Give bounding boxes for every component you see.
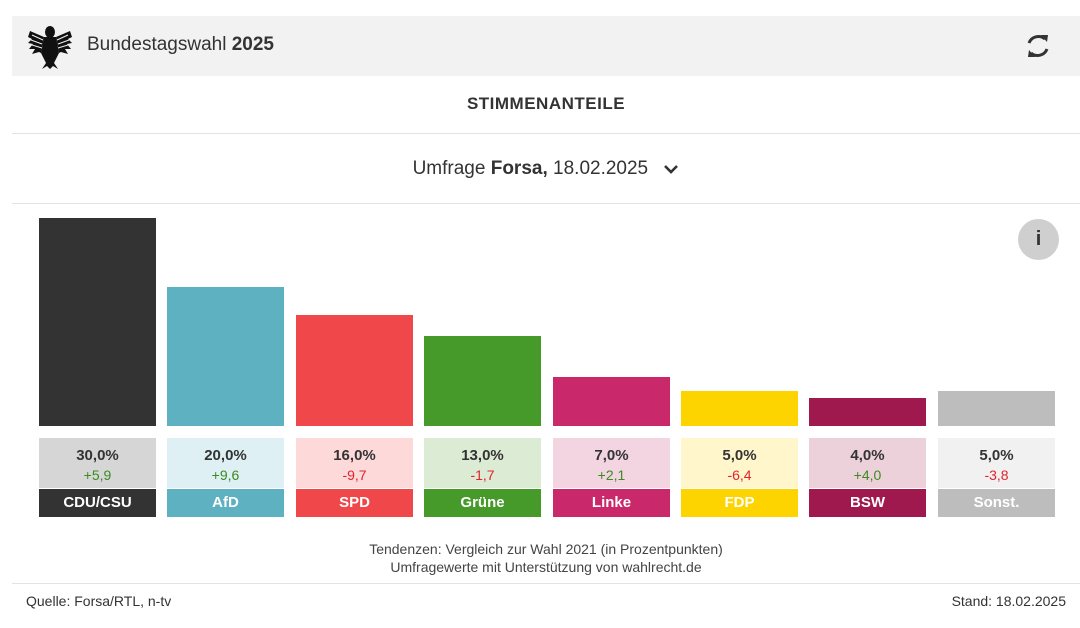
- bar: [681, 391, 798, 426]
- value-box: 4,0% +4,0: [809, 438, 926, 488]
- bar: [39, 218, 156, 426]
- data-label: 7,0%: [594, 447, 629, 464]
- source-text: Quelle: Forsa/RTL, n-tv: [26, 593, 172, 609]
- bar: [424, 336, 541, 426]
- section-title: STIMMENANTEILE: [466, 94, 626, 113]
- divider: [12, 203, 1080, 204]
- bar: [938, 391, 1055, 426]
- data-label: 16,0%: [333, 447, 376, 464]
- category-label: BSW: [809, 489, 926, 517]
- change-label: -6,4: [727, 467, 752, 483]
- data-label: 20,0%: [204, 447, 247, 464]
- category-label: Linke: [553, 489, 670, 517]
- app-title: Bundestagswahl 2025: [87, 34, 274, 55]
- data-label: 5,0%: [722, 447, 757, 464]
- value-box: 16,0% -9,7: [296, 438, 413, 488]
- category-label: Sonst.: [938, 489, 1055, 517]
- stand-date: Stand: 18.02.2025: [951, 593, 1066, 609]
- chart-footnote: Tendenzen: Vergleich zur Wahl 2021 (in P…: [12, 540, 1080, 576]
- chevron-down-icon: [664, 165, 679, 174]
- divider: [12, 133, 1080, 134]
- value-box: 20,0% +9,6: [167, 438, 284, 488]
- info-button[interactable]: i: [1018, 219, 1059, 260]
- value-box: 13,0% -1,7: [424, 438, 541, 488]
- bar: [809, 398, 926, 426]
- data-label: 13,0%: [461, 447, 504, 464]
- value-box: 7,0% +2,1: [553, 438, 670, 488]
- change-label: -3,8: [984, 467, 1009, 483]
- change-label: +4,0: [853, 467, 882, 483]
- footnote-trend: Tendenzen: Vergleich zur Wahl 2021 (in P…: [369, 541, 723, 557]
- federal-eagle-icon: [28, 26, 72, 69]
- poll-selector[interactable]: Umfrage Forsa, 18.02.2025: [12, 158, 1080, 180]
- value-box: 30,0% +5,9: [39, 438, 156, 488]
- poll-date: 18.02.2025: [553, 158, 649, 179]
- category-label: CDU/CSU: [39, 489, 156, 517]
- value-box: 5,0% -6,4: [681, 438, 798, 488]
- change-label: +2,1: [597, 467, 626, 483]
- data-label: 5,0%: [979, 447, 1014, 464]
- poll-institute: Forsa,: [490, 158, 548, 179]
- poll-prefix: Umfrage: [412, 158, 486, 179]
- category-label: FDP: [681, 489, 798, 517]
- data-label: 4,0%: [850, 447, 885, 464]
- category-label: SPD: [296, 489, 413, 517]
- footnote-source-credit: Umfragewerte mit Unterstützung von wahlr…: [390, 559, 702, 575]
- divider: [12, 583, 1080, 584]
- bar: [296, 315, 413, 426]
- category-label: Grüne: [424, 489, 541, 517]
- bar: [167, 287, 284, 426]
- data-label: 30,0%: [76, 447, 119, 464]
- bar: [553, 377, 670, 426]
- value-box: 5,0% -3,8: [938, 438, 1055, 488]
- category-label: AfD: [167, 489, 284, 517]
- refresh-icon[interactable]: [1022, 30, 1054, 62]
- change-label: -1,7: [470, 467, 495, 483]
- app-header: Bundestagswahl 2025: [12, 16, 1080, 76]
- change-label: -9,7: [342, 467, 367, 483]
- change-label: +9,6: [211, 467, 240, 483]
- change-label: +5,9: [83, 467, 112, 483]
